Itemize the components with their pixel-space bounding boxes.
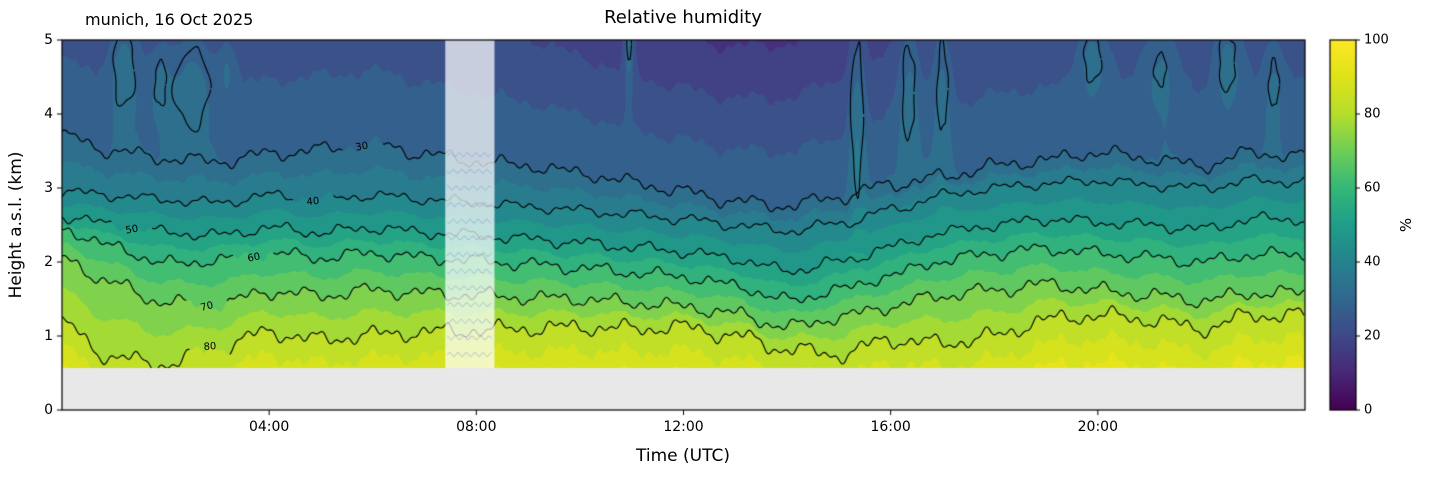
- x-tick-label: 12:00: [663, 419, 704, 435]
- x-tick-label: 08:00: [456, 419, 497, 435]
- contour-label: 80: [202, 340, 217, 353]
- x-tick-label: 04:00: [248, 419, 290, 435]
- colorbar-tick-label: 40: [1364, 254, 1381, 270]
- colorbar-tick-label: 80: [1364, 106, 1381, 122]
- x-tick-label: 16:00: [870, 419, 911, 435]
- colorbar-tick-label: 100: [1364, 32, 1389, 48]
- y-tick-label: 2: [44, 254, 53, 270]
- station-date-annotation: munich, 16 Oct 2025: [85, 10, 254, 29]
- x-axis-label: Time (UTC): [636, 446, 730, 466]
- contour-label: 50: [124, 223, 140, 237]
- y-tick-label: 5: [44, 32, 53, 48]
- y-tick-label: 4: [44, 106, 53, 122]
- x-tick-label: 20:00: [1077, 419, 1119, 435]
- y-tick-label: 0: [44, 402, 53, 418]
- contour-label: 30: [355, 140, 370, 154]
- colorbar-tick-label: 60: [1364, 180, 1381, 196]
- y-tick-label: 3: [44, 180, 53, 196]
- y-tick-label: 1: [44, 328, 53, 344]
- contour-label: 40: [306, 195, 321, 208]
- contour-label: 70: [199, 300, 215, 314]
- colorbar-tick-label: 0: [1364, 402, 1373, 418]
- colorbar-tick-label: 20: [1364, 328, 1381, 344]
- chart-title: Relative humidity: [604, 7, 762, 28]
- contour-label: 60: [246, 251, 261, 266]
